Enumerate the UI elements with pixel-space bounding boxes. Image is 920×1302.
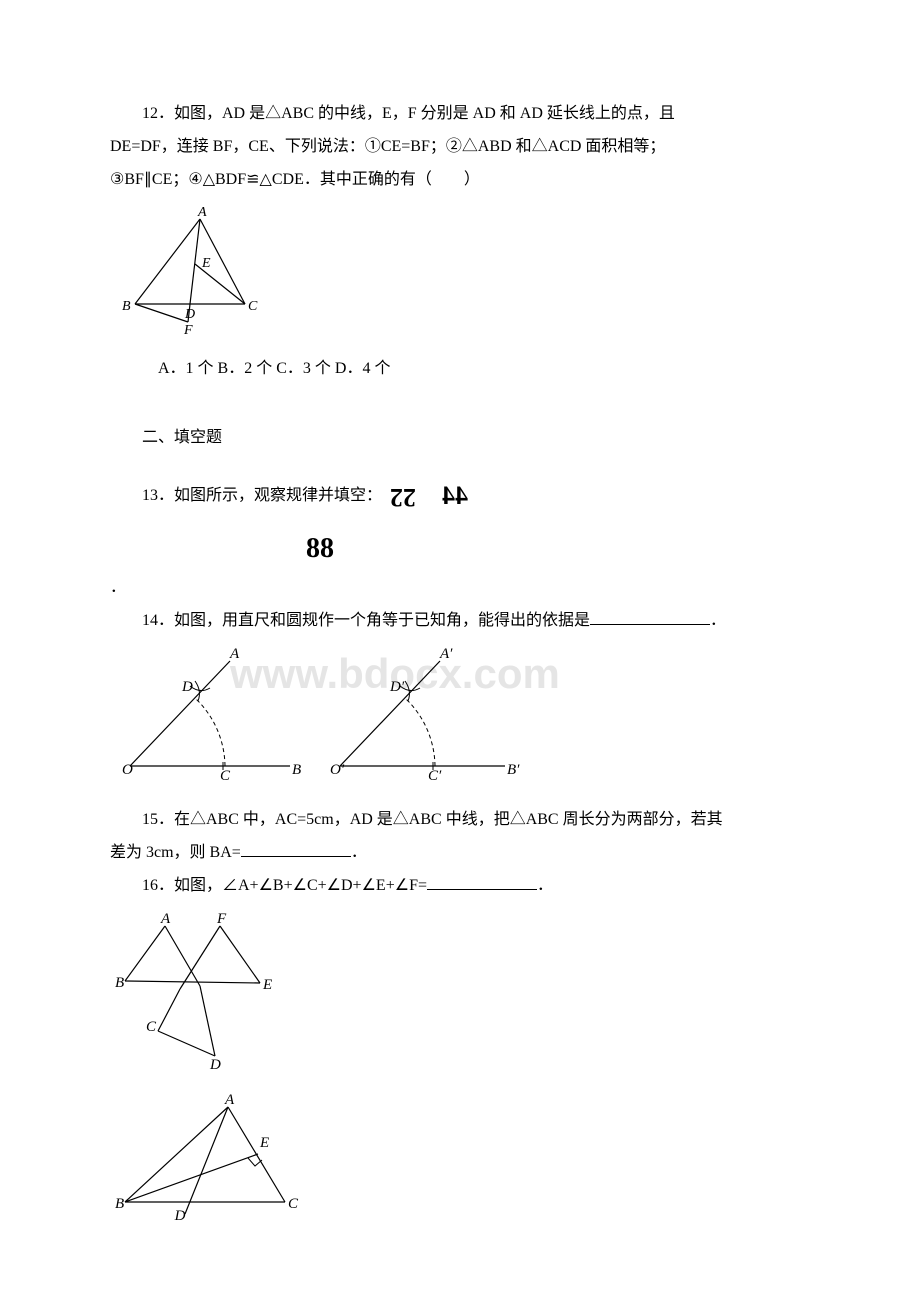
svg-text:D′: D′	[389, 679, 405, 695]
q15-line2: 差为 3cm，则 BA=．	[110, 839, 810, 868]
svg-text:D: D	[174, 1208, 186, 1222]
q16-figure-1: A F B E C D	[110, 911, 810, 1082]
q15-line1: 15．在△ABC 中，AC=5cm，AD 是△ABC 中线，把△ABC 周长分为…	[110, 806, 810, 835]
svg-text:C: C	[220, 768, 231, 784]
svg-text:A: A	[229, 646, 240, 662]
q14-text: 14．如图，用直尺和圆规作一个角等于已知角，能得出的依据是．	[110, 607, 810, 636]
svg-text:B: B	[292, 762, 301, 778]
svg-text:D: D	[181, 679, 193, 695]
svg-text:A: A	[197, 205, 207, 220]
q12-line3: ③BF∥CE；④△BDF≌△CDE．其中正确的有（ ）	[110, 166, 810, 195]
q13-line: 13．如图所示，观察规律并填空： 22 44	[142, 473, 810, 520]
q13-text: 13．如图所示，观察规律并填空：	[142, 482, 382, 511]
svg-text:B′: B′	[507, 762, 520, 778]
q13-sym2: 44	[442, 473, 468, 520]
svg-text:C: C	[248, 299, 258, 314]
q16-figure-2: A B C D E	[110, 1092, 810, 1233]
q13-dot: ．	[110, 574, 810, 603]
svg-text:C′: C′	[428, 768, 442, 784]
svg-text:C: C	[288, 1196, 299, 1212]
q12-line1: 12．如图，AD 是△ABC 的中线，E，F 分别是 AD 和 AD 延长线上的…	[110, 100, 810, 129]
svg-text:B: B	[115, 975, 124, 991]
q13-sym3: 88	[306, 524, 810, 574]
section-2-title: 二、填空题	[110, 424, 810, 453]
svg-text:O: O	[122, 762, 133, 778]
svg-text:O′: O′	[330, 762, 345, 778]
svg-text:A′: A′	[439, 646, 453, 662]
q13-sym1: 22	[390, 473, 416, 520]
q12-line2: DE=DF，连接 BF，CE、下列说法：①CE=BF；②△ABD 和△ACD 面…	[110, 133, 810, 162]
svg-text:D: D	[209, 1057, 221, 1071]
svg-text:E: E	[262, 977, 272, 993]
svg-text:B: B	[122, 299, 131, 314]
svg-text:D: D	[184, 307, 195, 322]
q16-text: 16．如图，∠A+∠B+∠C+∠D+∠E+∠F=．	[110, 872, 810, 901]
q12-options: A．1 个 B．2 个 C．3 个 D．4 个	[110, 355, 810, 384]
q14-figure: www.bdocx.com O A B C D	[110, 646, 810, 797]
svg-text:C: C	[146, 1019, 157, 1035]
svg-text:F: F	[183, 323, 193, 334]
svg-text:E: E	[201, 256, 211, 271]
svg-text:B: B	[115, 1196, 124, 1212]
svg-text:A: A	[224, 1092, 235, 1108]
q12-figure: A B C D E F	[110, 204, 810, 345]
svg-text:E: E	[259, 1135, 269, 1151]
svg-text:A: A	[160, 911, 171, 927]
svg-text:F: F	[216, 911, 227, 927]
